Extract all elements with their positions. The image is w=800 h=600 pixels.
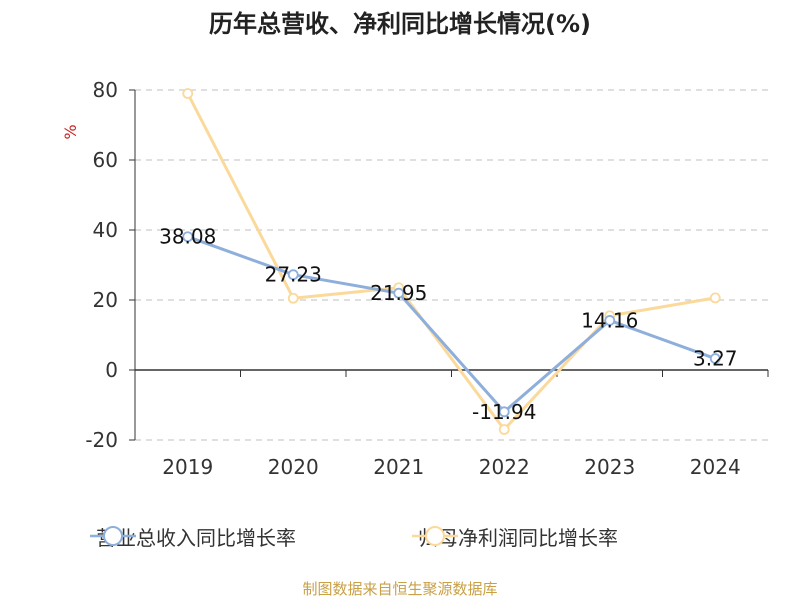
data-point-revenue[interactable] — [498, 406, 510, 418]
legend: 营业总收入同比增长率 归母净利润同比增长率 — [0, 518, 800, 554]
x-tick-label: 2023 — [584, 455, 635, 479]
data-point-profit[interactable] — [709, 292, 721, 304]
data-label: 27.23 — [265, 263, 322, 287]
y-tick-label: 40 — [93, 218, 118, 242]
legend-item-revenue[interactable]: 营业总收入同比增长率 — [88, 518, 296, 554]
data-point-profit[interactable] — [182, 88, 194, 99]
source-note: 制图数据来自恒生聚源数据库 — [302, 580, 498, 598]
data-point-revenue[interactable] — [709, 353, 721, 364]
y-axis-label: % — [61, 124, 80, 139]
legend-label-revenue: 营业总收入同比增长率 — [96, 525, 296, 550]
data-label: 21.95 — [370, 281, 427, 305]
legend-revenue-icon — [90, 526, 136, 546]
data-point-revenue[interactable] — [393, 287, 405, 299]
x-tick-label: 2020 — [268, 455, 319, 479]
data-point-profit[interactable] — [498, 424, 510, 435]
data-label: -11.94 — [472, 400, 536, 424]
y-tick-label: 20 — [93, 288, 118, 312]
data-label: 3.27 — [693, 347, 738, 371]
chart-title: 历年总营收、净利同比增长情况(%) — [209, 10, 591, 38]
x-tick-label: 2022 — [479, 455, 530, 479]
series-line-profit — [186, 92, 716, 431]
legend-label-profit: 归母净利润同比增长率 — [418, 525, 618, 550]
data-point-revenue[interactable] — [604, 315, 616, 326]
y-tick-label: -20 — [85, 428, 118, 452]
legend-item-profit[interactable]: 归母净利润同比增长率 — [410, 518, 618, 554]
x-tick-label: 2021 — [373, 455, 424, 479]
legend-profit-icon — [412, 526, 458, 546]
y-tick-label: 80 — [93, 78, 118, 102]
data-label: 38.08 — [159, 225, 216, 249]
x-tick-label: 2024 — [690, 455, 741, 479]
y-tick-label: 60 — [93, 148, 118, 172]
data-point-revenue[interactable] — [182, 231, 194, 243]
data-point-profit[interactable] — [287, 292, 299, 304]
x-tick-label: 2019 — [162, 455, 213, 479]
data-label: 14.16 — [581, 308, 638, 332]
y-tick-label: 0 — [105, 358, 118, 382]
data-point-revenue[interactable] — [287, 269, 299, 281]
series-line-revenue — [187, 235, 716, 414]
